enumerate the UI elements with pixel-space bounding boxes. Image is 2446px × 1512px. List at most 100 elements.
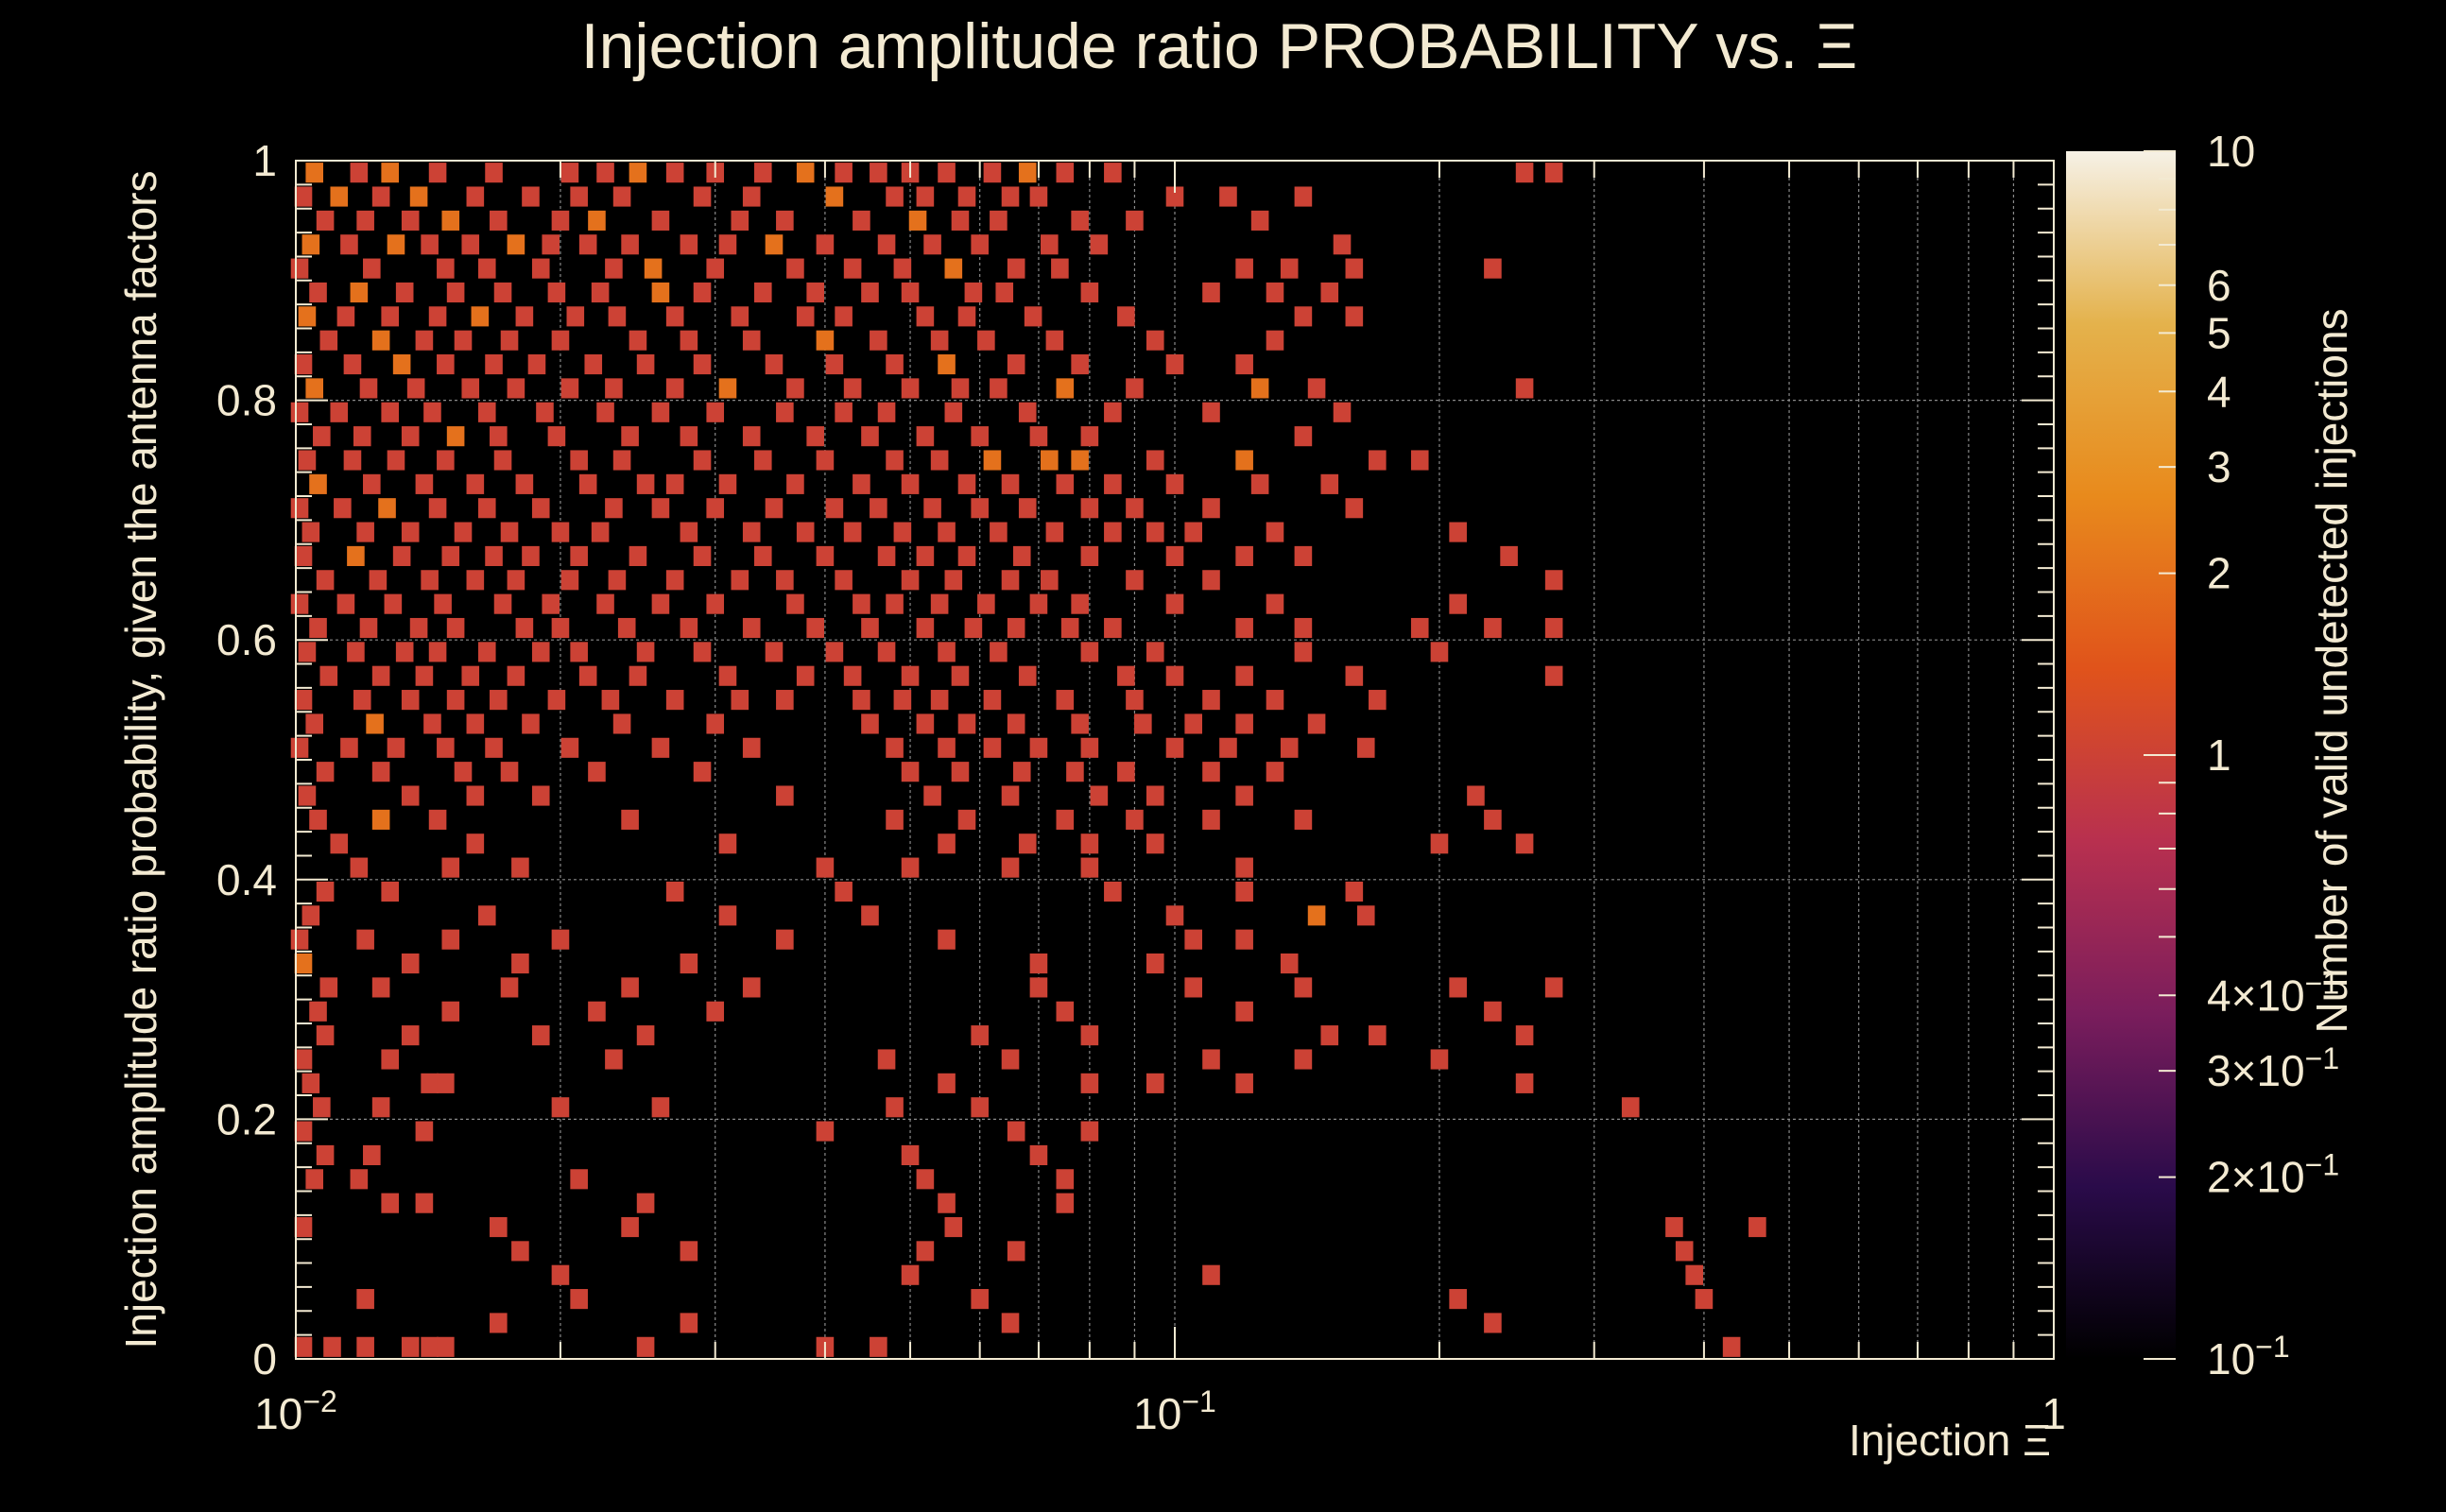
- heatmap-cell: [356, 522, 374, 542]
- heatmap-cell: [290, 593, 309, 614]
- heatmap-cell: [1202, 1264, 1220, 1285]
- heatmap-cell: [1544, 617, 1563, 639]
- heatmap-cell: [680, 1313, 698, 1333]
- heatmap-cell: [371, 186, 390, 207]
- heatmap-cell: [971, 1289, 989, 1310]
- heatmap-cell: [1018, 833, 1037, 854]
- heatmap-cell: [1266, 690, 1284, 711]
- heatmap-cell: [381, 163, 400, 183]
- heatmap-cell: [511, 1241, 529, 1262]
- heatmap-cell: [466, 833, 485, 854]
- heatmap-cell: [816, 330, 835, 351]
- heatmap-cell: [665, 473, 684, 494]
- heatmap-cell: [401, 953, 420, 974]
- heatmap-cell: [359, 378, 378, 399]
- heatmap-cell: [477, 258, 496, 279]
- heatmap-cell: [1001, 1049, 1020, 1070]
- heatmap-cell: [428, 498, 447, 519]
- heatmap-cell: [1307, 378, 1326, 399]
- y-tick-label: 0.8: [216, 376, 277, 425]
- heatmap-cell: [1080, 1025, 1099, 1046]
- heatmap-cell: [1117, 306, 1135, 327]
- heatmap-cell: [995, 282, 1014, 303]
- heatmap-cell: [309, 617, 327, 639]
- heatmap-cell: [742, 426, 761, 447]
- heatmap-cell: [522, 713, 540, 734]
- heatmap-cell: [605, 498, 623, 519]
- heatmap-cell: [1001, 785, 1020, 806]
- heatmap-cell: [1294, 617, 1313, 639]
- heatmap-cell: [916, 1241, 935, 1262]
- heatmap-cell: [1145, 330, 1164, 351]
- heatmap-cell: [916, 545, 935, 567]
- heatmap-cell: [680, 234, 698, 255]
- colorbar-tick-label-exponent: −1: [2305, 1041, 2339, 1075]
- heatmap-cell: [665, 570, 684, 591]
- heatmap-cell: [415, 330, 434, 351]
- heatmap-cell: [776, 570, 794, 591]
- heatmap-cell: [1080, 282, 1099, 303]
- heatmap-cell: [1294, 809, 1313, 830]
- heatmap-cell: [1320, 282, 1339, 303]
- heatmap-cell: [471, 306, 490, 327]
- heatmap-cell: [378, 498, 396, 519]
- heatmap-cell: [588, 762, 606, 782]
- heatmap-cell: [644, 258, 663, 279]
- y-tick-label: 0: [252, 1334, 277, 1383]
- heatmap-cell: [294, 1336, 313, 1357]
- heatmap-cell: [765, 234, 784, 255]
- heatmap-cell: [384, 593, 403, 614]
- heatmap-cell: [706, 258, 725, 279]
- heatmap-cell: [651, 282, 670, 303]
- heatmap-cell: [477, 402, 496, 422]
- heatmap-cell: [522, 186, 540, 207]
- heatmap-cell: [612, 713, 631, 734]
- heatmap-cell: [930, 690, 949, 711]
- heatmap-cell: [957, 545, 976, 567]
- heatmap-cell: [1202, 1049, 1220, 1070]
- heatmap-cell: [560, 163, 579, 183]
- heatmap-cell: [415, 665, 434, 686]
- heatmap-cell: [636, 642, 655, 662]
- heatmap-cell: [371, 330, 390, 351]
- x-axis-label: Injection Ξ: [1849, 1416, 2051, 1465]
- heatmap-cell: [500, 522, 519, 542]
- heatmap-cell: [330, 186, 349, 207]
- heatmap-cell: [1029, 977, 1048, 998]
- heatmap-cell: [309, 1001, 327, 1022]
- heatmap-cell: [718, 234, 737, 255]
- heatmap-cell: [636, 1025, 655, 1046]
- heatmap-cell: [651, 593, 670, 614]
- heatmap-cell: [1294, 545, 1313, 567]
- heatmap-cell: [944, 402, 963, 422]
- heatmap-cell: [542, 234, 560, 255]
- heatmap-cell: [1165, 593, 1184, 614]
- heatmap-cell: [1001, 1313, 1020, 1333]
- heatmap-cell: [938, 353, 956, 375]
- heatmap-cell: [680, 330, 698, 351]
- heatmap-cell: [531, 498, 550, 519]
- heatmap-cell: [870, 1336, 887, 1357]
- heatmap-cell: [1621, 1097, 1640, 1118]
- heatmap-cell: [1007, 713, 1025, 734]
- heatmap-cell: [651, 1097, 670, 1118]
- heatmap-cell: [371, 1097, 390, 1118]
- heatmap-cell: [957, 306, 976, 327]
- heatmap-cell: [1219, 737, 1237, 758]
- heatmap-cell: [350, 282, 369, 303]
- heatmap-cell: [515, 617, 534, 639]
- heatmap-cell: [1235, 450, 1253, 471]
- heatmap-cell: [1250, 210, 1269, 231]
- heatmap-cell: [957, 713, 976, 734]
- heatmap-cell: [1007, 258, 1025, 279]
- heatmap-cell: [901, 1144, 920, 1166]
- heatmap-cell: [415, 1121, 434, 1142]
- heatmap-cell: [1356, 737, 1375, 758]
- heatmap-cell: [401, 522, 420, 542]
- heatmap-cell: [1307, 713, 1326, 734]
- heatmap-cell: [401, 426, 420, 447]
- heatmap-cell: [551, 1097, 570, 1118]
- heatmap-cell: [1202, 762, 1220, 782]
- heatmap-cell: [629, 665, 647, 686]
- heatmap-cell: [446, 426, 465, 447]
